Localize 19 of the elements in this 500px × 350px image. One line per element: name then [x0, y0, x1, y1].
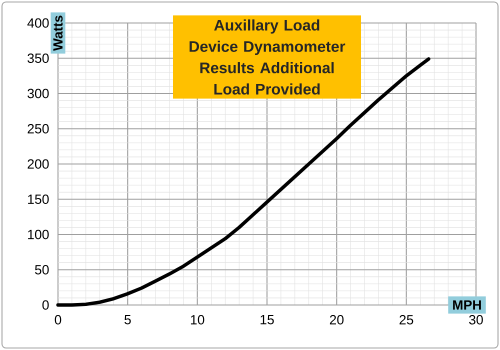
- x-tick-label: 25: [400, 315, 414, 324]
- x-tick-label: 0: [54, 315, 62, 324]
- x-tick-label: 30: [469, 315, 483, 324]
- y-tick-label: 300: [28, 88, 49, 98]
- y-tick-label: 200: [28, 159, 49, 169]
- y-tick-label: 0: [42, 300, 49, 310]
- x-tick-label: 10: [190, 315, 204, 324]
- y-tick-label: 150: [28, 194, 49, 204]
- y-tick-label: 250: [28, 124, 49, 134]
- x-axis-title: MPH: [453, 300, 481, 310]
- x-tick-label: 20: [330, 315, 344, 324]
- y-tick-label: 400: [27, 18, 49, 28]
- text: Auxillary Load Device Dynamometer Results Additional Load Provided: [190, 19, 346, 95]
- y-tick-label: 50: [35, 265, 49, 274]
- y-axis-title: Watts: [53, 16, 63, 51]
- y-tick-label: 100: [28, 230, 49, 240]
- x-tick-label: 5: [124, 315, 131, 324]
- y-tick-label: 350: [28, 54, 49, 63]
- x-tick-label: 15: [260, 315, 274, 324]
